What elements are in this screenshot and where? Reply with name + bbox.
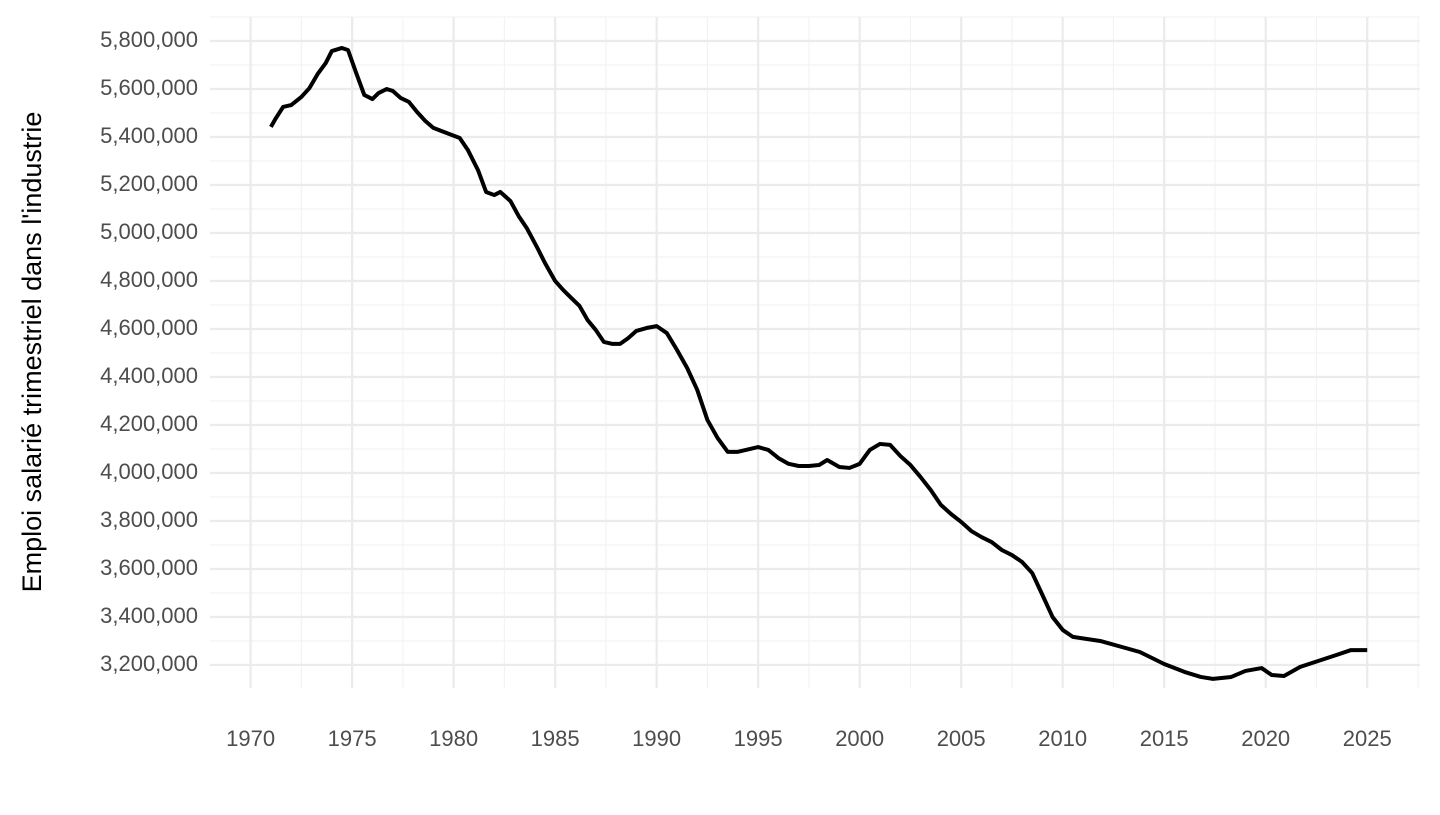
x-tick-label: 1970: [226, 726, 275, 751]
y-tick-label: 3,200,000: [100, 651, 198, 676]
y-tick-label: 5,400,000: [100, 123, 198, 148]
y-tick-label: 4,600,000: [100, 315, 198, 340]
y-tick-label: 4,400,000: [100, 363, 198, 388]
x-tick-label: 2000: [835, 726, 884, 751]
x-tick-label: 2020: [1241, 726, 1290, 751]
y-tick-label: 4,800,000: [100, 267, 198, 292]
x-tick-label: 2025: [1343, 726, 1392, 751]
y-tick-label: 4,000,000: [100, 459, 198, 484]
x-tick-label: 1975: [328, 726, 377, 751]
x-tick-label: 2010: [1038, 726, 1087, 751]
line: [269, 45, 1368, 681]
y-tick-label: 5,600,000: [100, 75, 198, 100]
x-tick-label: 1985: [531, 726, 580, 751]
y-axis-title: Emploi salarié trimestriel dans l'indust…: [17, 112, 47, 593]
minor-grid-group: [210, 16, 1420, 688]
y-tick-label: 5,200,000: [100, 171, 198, 196]
y-tick-label: 3,800,000: [100, 507, 198, 532]
y-tick-label: 5,000,000: [100, 219, 198, 244]
x-tick-label: 1980: [429, 726, 478, 751]
x-tick-label: 1990: [632, 726, 681, 751]
grid-group: [210, 17, 1420, 688]
x-tick-label: 2015: [1140, 726, 1189, 751]
x-tick-label: 1995: [734, 726, 783, 751]
y-tick-label: 3,400,000: [100, 603, 198, 628]
y-tick-label: 5,800,000: [100, 27, 198, 52]
x-tick-label: 2005: [937, 726, 986, 751]
y-tick-label: 3,600,000: [100, 555, 198, 580]
y-tick-label: 4,200,000: [100, 411, 198, 436]
